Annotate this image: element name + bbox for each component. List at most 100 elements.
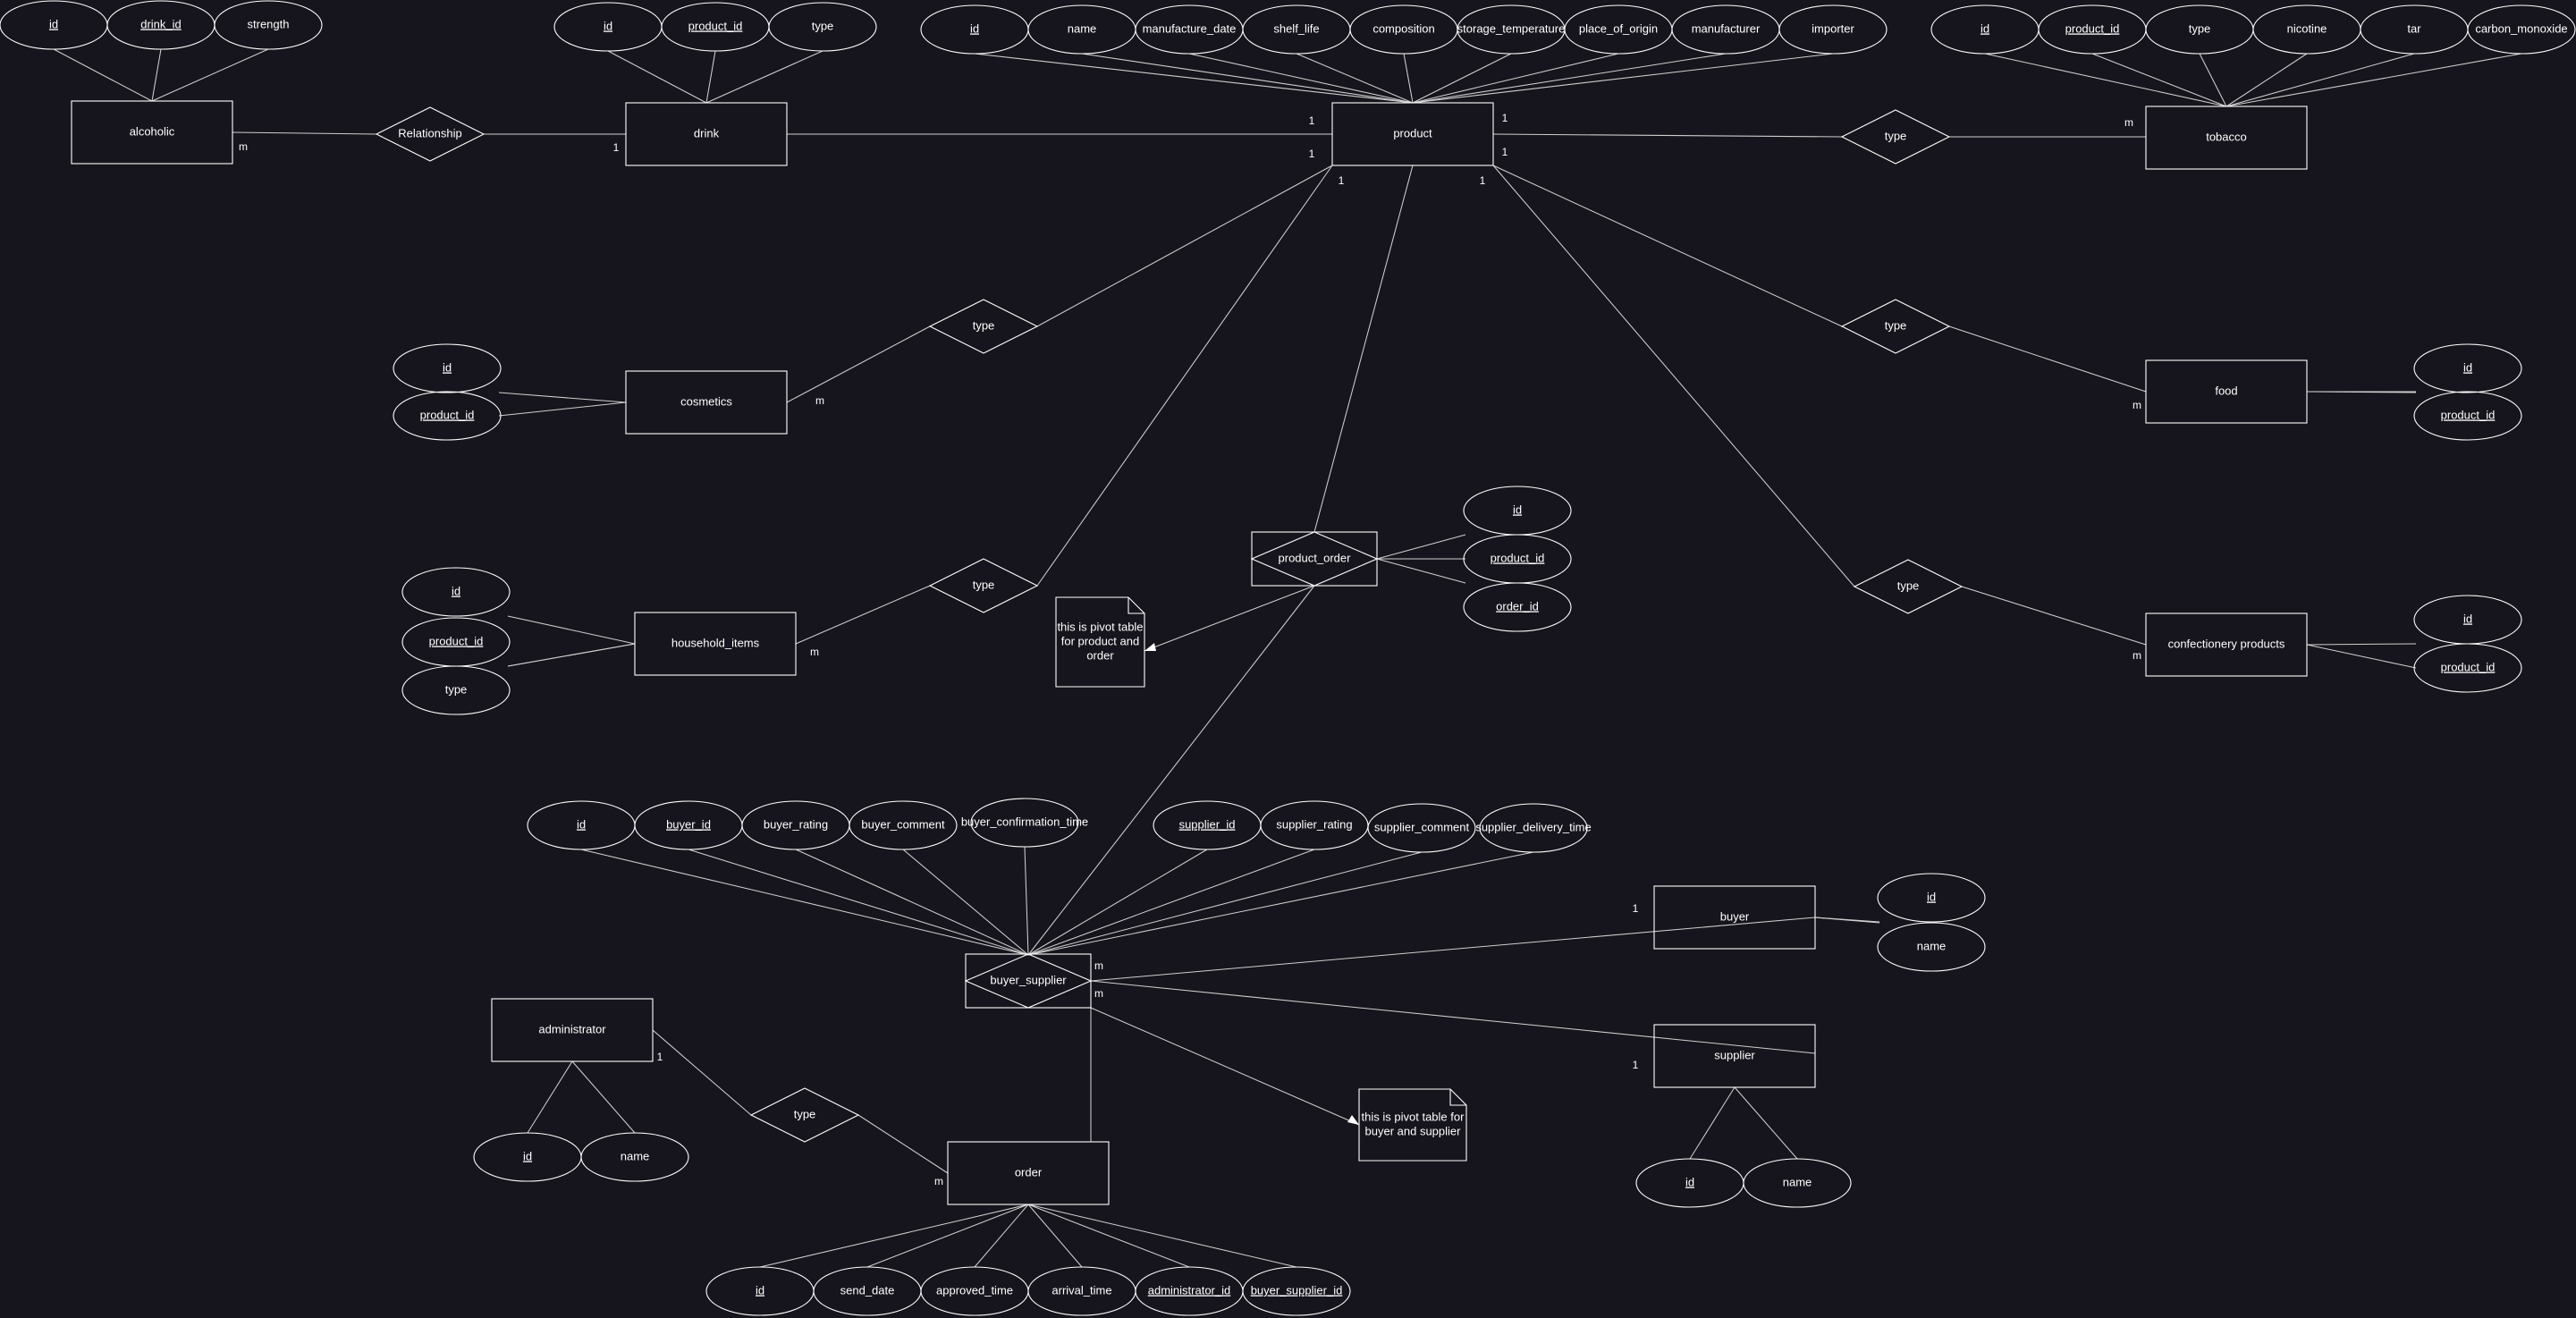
attribute-label: name [1068,21,1097,35]
relationship-product-order[interactable] [1250,531,1379,587]
attribute-connector [1027,851,1534,956]
attribute-connector [1027,849,1208,956]
attribute-connector [507,643,636,667]
relationship-product-cosmetics[interactable] [928,299,1039,354]
attribute-connector [53,48,153,102]
note-arrow [1144,585,1315,652]
attribute-connector [1412,53,1619,104]
attribute-label: approved_time [936,1283,1013,1297]
attribute-label: manufacture_date [1143,21,1237,35]
attribute-label: name [1917,939,1947,952]
entity-buyer[interactable] [1653,885,1816,950]
attribute-label: order_id [1496,599,1539,613]
attribute-connector [1296,53,1414,104]
entity-food[interactable] [2145,359,2308,424]
entity-product[interactable] [1331,102,1494,166]
relationship-alcoholic-drink[interactable] [375,106,486,162]
attribute-tobacco[interactable] [2467,4,2576,55]
attribute-buyer-supplier[interactable] [1367,803,1476,853]
entity-confectionery[interactable] [2145,613,2308,677]
attribute-product-order[interactable] [1463,582,1572,632]
cardinality-label: 1 [1502,146,1508,158]
cardinality-label: m [1094,959,1103,972]
note-buyer-supplier[interactable] [1358,1088,1467,1162]
entity-label: product [1393,126,1432,139]
relationship-product-confectionery[interactable] [1853,559,1964,614]
attribute-supplier[interactable] [1743,1158,1852,1208]
attribute-food[interactable] [2413,391,2522,441]
attribute-label: strength [248,17,290,30]
relationship-connector [1492,165,1843,327]
attribute-connector [1027,1204,1083,1268]
attribute-label: nicotine [2287,21,2327,35]
attribute-connector [1412,53,1512,104]
attribute-label: supplier_delivery_time [1475,820,1591,833]
entity-drink[interactable] [625,102,788,166]
attribute-connector [580,849,1029,956]
attribute-label: administrator_id [1148,1283,1231,1297]
attribute-drink[interactable] [768,2,877,52]
relationship-connector [232,131,377,135]
attribute-alcoholic[interactable] [214,0,323,50]
entity-label: food [2215,384,2237,397]
attribute-buyer-supplier[interactable] [1479,803,1588,853]
note-text: order [1086,648,1114,662]
attribute-label: product_id [688,19,743,32]
cardinality-label: m [2124,116,2133,129]
entity-cosmetics[interactable] [625,370,788,435]
relationship-label: type [973,578,995,591]
entity-tobacco[interactable] [2145,106,2308,170]
attribute-administrator[interactable] [580,1132,689,1182]
relationship-product-food[interactable] [1840,299,1951,354]
entity-label: confectionery products [2168,637,2285,650]
note-text: this is pivot table for [1362,1110,1465,1123]
attribute-label: id [2463,360,2472,374]
attribute-food[interactable] [2413,343,2522,393]
cardinality-label: m [934,1175,943,1187]
attribute-household-items[interactable] [401,665,511,715]
cardinality-label: 1 [1633,902,1639,915]
relationship-product-household[interactable] [928,558,1039,613]
attribute-connector [1188,53,1414,104]
attribute-label: id [970,21,979,35]
attribute-confectionery[interactable] [2413,643,2522,693]
attribute-buyer-supplier[interactable] [849,800,958,850]
attribute-buyer-supplier[interactable] [970,798,1079,848]
attribute-cosmetics[interactable] [393,343,502,393]
attribute-label: buyer_confirmation_time [961,815,1088,828]
note-product-order[interactable] [1055,596,1145,688]
attribute-connector [527,1060,573,1134]
relationship-label: type [1885,318,1907,332]
attribute-cosmetics[interactable] [393,391,502,441]
relationship-product-tobacco[interactable] [1840,109,1951,165]
entity-supplier[interactable] [1653,1024,1816,1088]
entity-household-items[interactable] [634,612,797,676]
relationship-admin-order[interactable] [749,1087,860,1143]
attribute-household-items[interactable] [401,567,511,617]
attribute-label: composition [1372,21,1434,35]
relationship-connector [786,325,931,403]
attribute-connector [1376,558,1466,584]
attribute-connector [498,401,627,417]
attribute-connector [2225,53,2415,107]
relationship-label: type [1897,579,1920,592]
entity-alcoholic[interactable] [71,100,233,165]
attribute-connector [1027,1204,1190,1268]
attribute-buyer[interactable] [1877,922,1986,972]
relationship-buyer-supplier[interactable] [964,953,1093,1009]
entity-label: tobacco [2206,130,2247,143]
attribute-product[interactable] [1778,4,1888,55]
attribute-label: place_of_origin [1579,21,1658,35]
attribute-connector [705,50,716,104]
attribute-label: name [1783,1175,1812,1188]
attribute-order[interactable] [1242,1266,1351,1316]
attribute-connector [498,392,627,403]
attribute-connector [705,50,823,104]
attribute-connector [607,50,707,104]
entity-order[interactable] [947,1141,1110,1205]
attribute-connector [1734,1086,1798,1160]
entity-administrator[interactable] [491,998,654,1062]
attribute-buyer[interactable] [1877,873,1986,923]
attribute-connector [2199,53,2227,107]
